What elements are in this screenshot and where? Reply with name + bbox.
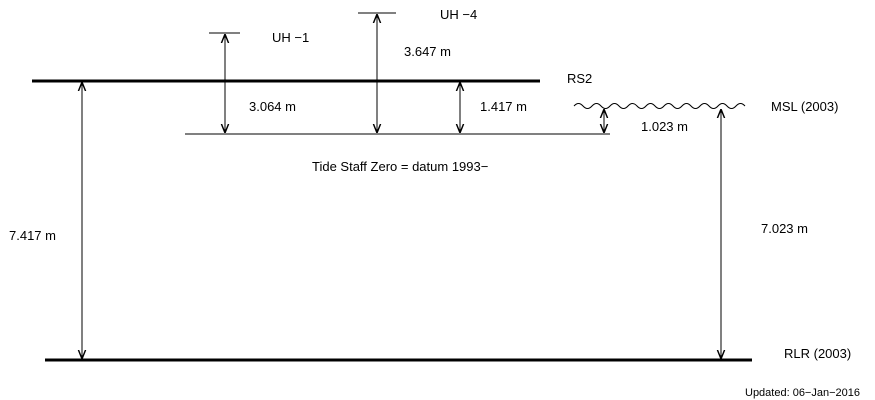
rlr-label: RLR (2003) — [784, 346, 851, 361]
rs2-label: RS2 — [567, 71, 592, 86]
updated-date: Updated: 06−Jan−2016 — [745, 387, 860, 399]
uh1-label: UH −1 — [272, 30, 309, 45]
msl-label: MSL (2003) — [771, 99, 838, 114]
msl-wave — [573, 103, 746, 109]
tide-staff-zero-label: Tide Staff Zero = datum 1993− — [312, 159, 488, 174]
rs2-tsz-measurement: 1.417 m — [480, 99, 527, 114]
uh1-measurement: 3.064 m — [249, 99, 296, 114]
rs2-rlr-measurement: 7.417 m — [9, 228, 56, 243]
msl-rlr-measurement: 7.023 m — [761, 221, 808, 236]
uh4-label: UH −4 — [440, 7, 477, 22]
uh4-measurement: 3.647 m — [404, 44, 451, 59]
msl-tsz-measurement: 1.023 m — [641, 119, 688, 134]
